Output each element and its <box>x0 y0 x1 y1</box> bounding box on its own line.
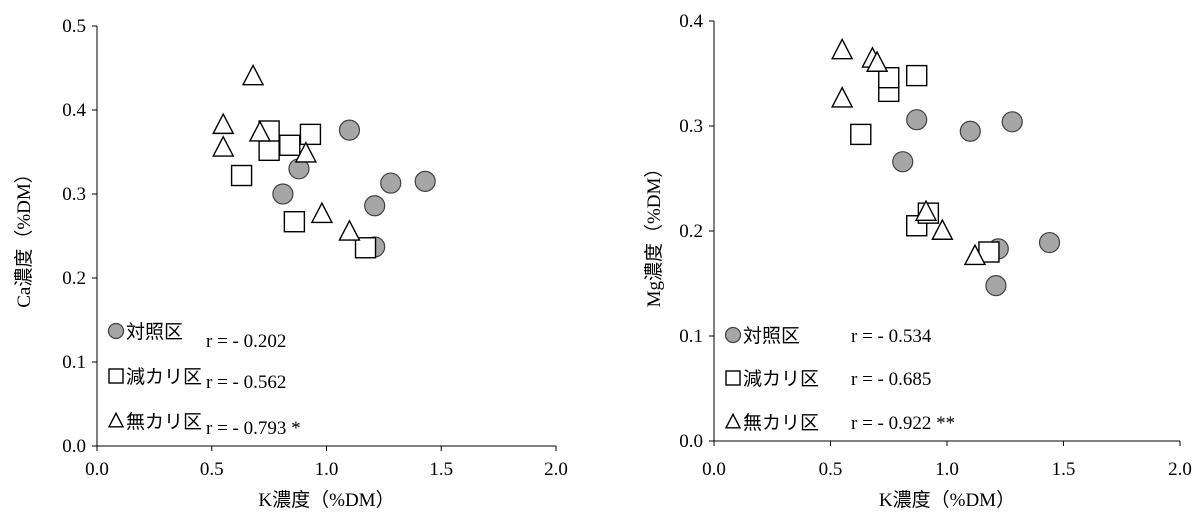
x-tick-label: 0.5 <box>819 459 843 480</box>
legend-label: 減カリ区 <box>743 368 819 390</box>
legend-entry: 対照区 r = - 0.534 <box>724 325 932 347</box>
data-point-square <box>299 123 322 146</box>
x-tick-label: 1.0 <box>315 459 339 480</box>
data-point-square <box>354 237 377 259</box>
legend-label: 対照区 <box>126 321 183 343</box>
legend-marker-triangle <box>107 411 125 428</box>
data-point-triangle <box>248 120 272 142</box>
x-tick-label: 0.0 <box>702 459 726 480</box>
legend-entry: 減カリ区 r = - 0.685 <box>725 368 931 390</box>
x-tick-label: 0.0 <box>85 459 109 480</box>
data-point-triangle <box>241 63 265 86</box>
data-point-circle <box>1001 111 1023 133</box>
y-tick-label: 0.1 <box>62 352 86 373</box>
series-triangle <box>830 37 987 266</box>
data-point-square <box>230 164 253 187</box>
data-point-triangle <box>963 243 987 266</box>
data-point-circle <box>892 151 914 173</box>
legend-marker-square <box>725 370 741 386</box>
legend-marker-circle <box>724 326 742 344</box>
legend-label: 無カリ区 <box>126 411 202 433</box>
y-tick-label: 0.5 <box>62 16 86 37</box>
data-point-square <box>279 134 301 156</box>
chart-2: 0.0 0.1 0.2 0.3 0.4 0.0 0.5 1.0 1.5 2.0 K濃度（%DM） Mg… <box>643 11 1192 511</box>
data-point-circle <box>380 172 402 194</box>
chart-1: 0.0 0.1 0.2 0.3 0.4 0.5 0.0 0.5 1.0 1.5 2.0 K濃度（%DM… <box>13 16 568 511</box>
data-point-square <box>283 211 306 233</box>
data-point-circle <box>414 170 436 192</box>
y-tick-label: 0.3 <box>62 184 86 205</box>
data-point-triangle <box>931 218 954 240</box>
x-tick-label: 1.0 <box>935 459 959 480</box>
data-point-circle <box>364 195 386 217</box>
data-point-circle <box>985 275 1007 297</box>
data-point-triangle <box>830 37 854 60</box>
legend-entry: 対照区 r = - 0.202 <box>107 321 286 352</box>
data-point-triangle <box>212 135 235 157</box>
legend-label: 減カリ区 <box>126 366 202 388</box>
data-point-square <box>850 123 872 146</box>
data-point-circle <box>906 109 928 131</box>
x-tick-label: 2.0 <box>1168 459 1192 480</box>
x-tick-label: 2.0 <box>544 459 568 480</box>
legend-entry: 減カリ区 r = - 0.562 <box>108 366 286 393</box>
y-tick-label: 0.2 <box>679 221 703 242</box>
data-point-circle <box>272 183 294 205</box>
y-tick-label: 0.4 <box>679 11 703 32</box>
legend-label: 無カリ区 <box>743 412 819 434</box>
x-axis-label: K濃度（%DM） <box>258 489 394 511</box>
legend-label: 対照区 <box>743 325 800 347</box>
data-point-triangle <box>294 141 317 163</box>
series-square <box>850 64 1000 263</box>
data-point-triangle <box>310 201 334 224</box>
x-tick-label: 1.5 <box>429 459 453 480</box>
data-point-triangle <box>865 50 889 72</box>
data-point-circle <box>959 120 981 142</box>
x-axis-label: K濃度（%DM） <box>879 489 1015 511</box>
data-point-square <box>258 139 280 162</box>
data-point-circle <box>338 119 361 141</box>
y-tick-label: 0.2 <box>62 268 86 289</box>
correlation-label: r = - 0.534 <box>851 326 932 347</box>
legend-marker-triangle <box>724 412 742 429</box>
data-point-triangle <box>212 112 235 135</box>
series-triangle <box>212 63 361 241</box>
y-tick-label: 0.3 <box>679 116 703 137</box>
y-tick-label: 0.4 <box>62 100 86 121</box>
correlation-label: r = - 0.562 <box>206 372 286 393</box>
data-point-circle <box>1038 231 1061 254</box>
legend-entry: 無カリ区 r = - 0.922 ** <box>724 412 955 434</box>
data-point-triangle <box>830 86 854 108</box>
legend-entry: 無カリ区 r = - 0.793 * <box>107 411 301 439</box>
y-tick-label: 0.1 <box>679 326 703 347</box>
y-axis-label: Ca濃度（%DM） <box>13 164 35 308</box>
correlation-label: r = - 0.202 <box>206 331 286 352</box>
legend-marker-square <box>108 368 124 384</box>
x-tick-label: 1.5 <box>1052 459 1076 480</box>
correlation-label: r = - 0.922 ** <box>851 413 955 434</box>
legend-marker-circle <box>107 322 125 340</box>
y-tick-label: 0.0 <box>679 431 703 452</box>
data-point-square <box>906 64 928 87</box>
y-tick-label: 0.0 <box>62 436 86 457</box>
x-tick-label: 0.5 <box>200 459 224 480</box>
correlation-label: r = - 0.793 * <box>206 418 301 439</box>
data-point-square <box>878 66 900 89</box>
data-point-triangle <box>338 219 361 241</box>
data-point-triangle <box>914 199 938 222</box>
y-axis-label: Mg濃度（%DM） <box>643 159 665 308</box>
correlation-label: r = - 0.685 <box>851 369 931 390</box>
